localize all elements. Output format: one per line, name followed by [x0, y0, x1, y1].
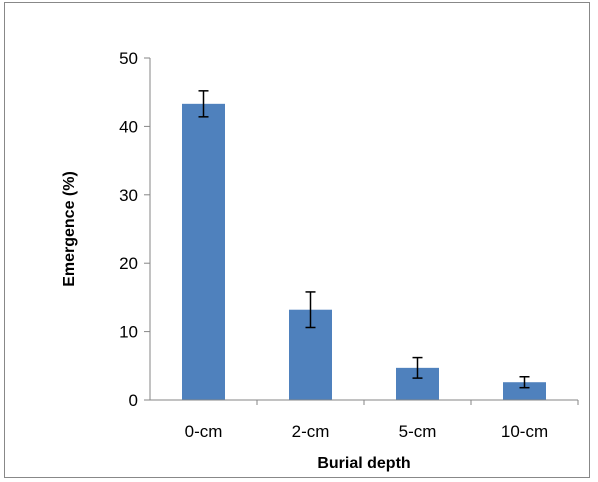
error-bars-group: [198, 90, 530, 389]
y-tick-label: 30: [119, 186, 138, 205]
y-tick-label: 20: [119, 254, 138, 273]
y-tick-label: 40: [119, 117, 138, 136]
y-tick-label: 50: [119, 49, 138, 68]
bars-group: [182, 103, 546, 400]
y-tick-label: 0: [129, 391, 138, 410]
x-axis-tick-labels: 0-cm 2-cm 5-cm 10-cm: [185, 400, 579, 441]
bar: [182, 103, 225, 400]
y-axis-ticks: 0 10 20 30 40 50: [119, 49, 150, 410]
x-tick-label: 2-cm: [292, 422, 330, 441]
x-axis-title: Burial depth: [317, 455, 410, 472]
x-tick-label: 5-cm: [399, 422, 437, 441]
y-tick-label: 10: [119, 323, 138, 342]
bar: [503, 382, 546, 400]
y-axis-title: Emergence (%): [61, 171, 78, 287]
x-tick-label: 0-cm: [185, 422, 223, 441]
x-tick-label: 10-cm: [501, 422, 548, 441]
